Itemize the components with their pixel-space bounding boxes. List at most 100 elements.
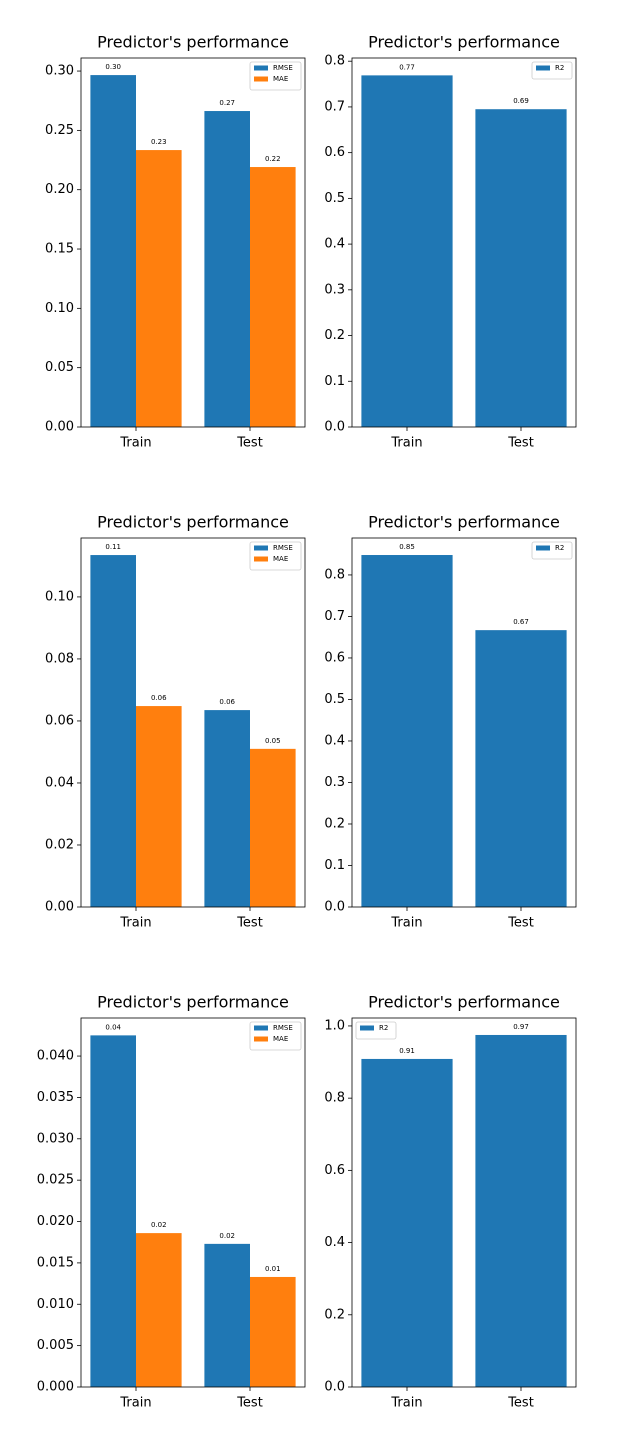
legend-label: RMSE	[273, 544, 293, 552]
bar	[90, 555, 136, 907]
value-label: 0.11	[105, 543, 121, 551]
x-tick-label: Train	[390, 1396, 422, 1411]
x-tick-label: Test	[236, 436, 263, 451]
y-tick-label: 0.035	[37, 1090, 74, 1105]
y-tick-label: 0.040	[37, 1049, 74, 1064]
x-tick-label: Test	[236, 1396, 263, 1411]
x-tick-label: Test	[236, 916, 263, 931]
y-tick-label: 0.0	[324, 900, 345, 915]
y-tick-label: 0.8	[324, 1091, 345, 1106]
bar	[361, 555, 453, 907]
legend-swatch	[254, 556, 268, 562]
y-tick-label: 0.2	[324, 1307, 345, 1322]
axes-frame	[351, 57, 577, 428]
y-tick-label: 0.2	[324, 816, 345, 831]
bar	[250, 1276, 296, 1387]
y-tick-label: 0.6	[324, 145, 345, 160]
legend-swatch	[536, 65, 550, 71]
bar	[204, 111, 250, 428]
legend-label: MAE	[273, 75, 288, 83]
bar	[250, 748, 296, 907]
y-tick-label: 0.1	[324, 858, 345, 873]
bar	[90, 75, 136, 427]
legend-label: R2	[555, 64, 564, 72]
bar	[136, 150, 182, 427]
y-tick-label: 0.10	[45, 301, 74, 316]
value-label: 0.04	[105, 1023, 121, 1031]
y-tick-label: 0.00	[45, 420, 74, 435]
legend-swatch	[360, 1025, 374, 1031]
value-label: 0.77	[399, 63, 415, 71]
chart-title: Predictor's performance	[97, 993, 289, 1012]
y-tick-label: 0.5	[324, 191, 345, 206]
bar	[475, 630, 567, 907]
legend-label: RMSE	[273, 1024, 293, 1032]
legend-swatch	[254, 65, 268, 71]
legend-swatch	[254, 1025, 268, 1031]
y-tick-label: 0.005	[37, 1338, 74, 1353]
y-tick-label: 0.4	[324, 1235, 345, 1250]
bar	[136, 1233, 182, 1387]
value-label: 0.67	[513, 618, 529, 626]
y-tick-label: 0.7	[324, 609, 345, 624]
axes-frame	[80, 537, 306, 908]
bar	[90, 1035, 136, 1387]
legend-label: MAE	[273, 1035, 288, 1043]
y-tick-label: 0.8	[324, 567, 345, 582]
x-tick-label: Test	[507, 1396, 534, 1411]
legend-swatch	[536, 545, 550, 551]
y-tick-label: 0.000	[37, 1380, 74, 1395]
legend-label: R2	[379, 1024, 388, 1032]
axes-frame	[351, 1017, 577, 1388]
x-tick-label: Train	[119, 436, 151, 451]
y-tick-label: 0.3	[324, 775, 345, 790]
x-tick-label: Train	[390, 436, 422, 451]
axes-frame	[80, 57, 306, 428]
value-label: 0.69	[513, 97, 529, 105]
x-tick-label: Train	[119, 1396, 151, 1411]
y-tick-label: 0.4	[324, 733, 345, 748]
value-label: 0.23	[151, 138, 167, 146]
y-tick-label: 0.020	[37, 1214, 74, 1229]
bar	[475, 1034, 567, 1387]
y-tick-label: 0.6	[324, 650, 345, 665]
y-tick-label: 0.25	[45, 123, 74, 138]
legend-swatch	[254, 76, 268, 82]
bar	[136, 706, 182, 907]
x-tick-label: Train	[390, 916, 422, 931]
y-tick-label: 0.0	[324, 1380, 345, 1395]
y-tick-label: 0.20	[45, 182, 74, 197]
value-label: 0.85	[399, 543, 415, 551]
value-label: 0.06	[151, 694, 167, 702]
legend-swatch	[254, 1036, 268, 1042]
y-tick-label: 0.4	[324, 237, 345, 252]
x-tick-label: Train	[119, 916, 151, 931]
axes-frame	[80, 1017, 306, 1388]
y-tick-label: 0.08	[45, 651, 74, 666]
bar	[204, 710, 250, 907]
bar	[475, 109, 567, 427]
value-label: 0.91	[399, 1047, 415, 1055]
y-tick-label: 0.02	[45, 837, 74, 852]
legend-swatch	[254, 545, 268, 551]
y-tick-label: 0.030	[37, 1131, 74, 1146]
x-tick-label: Test	[507, 916, 534, 931]
y-tick-label: 0.025	[37, 1173, 74, 1188]
value-label: 0.02	[219, 1232, 235, 1240]
y-tick-label: 0.15	[45, 242, 74, 257]
y-tick-label: 0.2	[324, 328, 345, 343]
legend-label: MAE	[273, 555, 288, 563]
chart-title: Predictor's performance	[368, 33, 560, 52]
y-tick-label: 0.015	[37, 1255, 74, 1270]
chart-title: Predictor's performance	[368, 513, 560, 532]
bar	[361, 75, 453, 428]
y-tick-label: 0.8	[324, 54, 345, 69]
chart-title: Predictor's performance	[97, 513, 289, 532]
y-tick-label: 0.5	[324, 692, 345, 707]
chart-title: Predictor's performance	[368, 993, 560, 1012]
y-tick-label: 0.05	[45, 360, 74, 375]
y-tick-label: 0.10	[45, 589, 74, 604]
y-tick-label: 0.010	[37, 1297, 74, 1312]
bar	[250, 167, 296, 427]
